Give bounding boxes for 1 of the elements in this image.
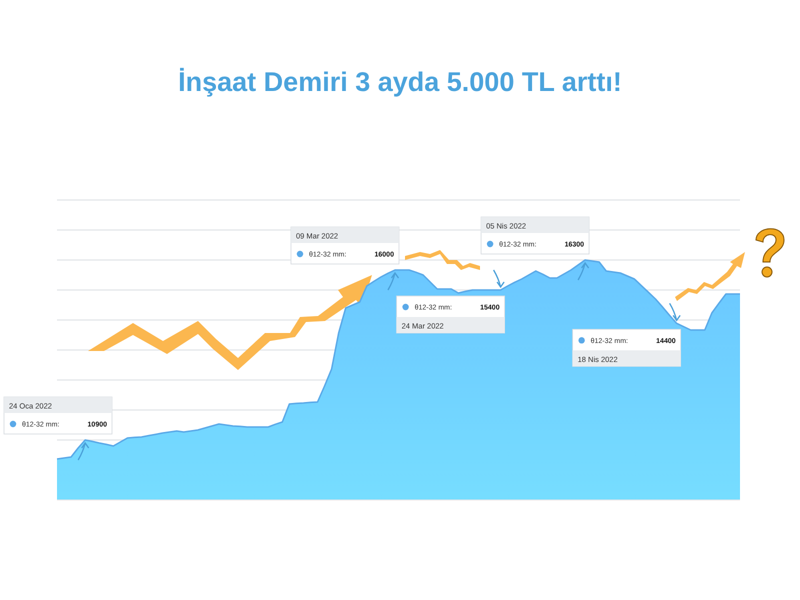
chart-title: İnşaat Demiri 3 ayda 5.000 TL arttı! <box>178 67 622 97</box>
